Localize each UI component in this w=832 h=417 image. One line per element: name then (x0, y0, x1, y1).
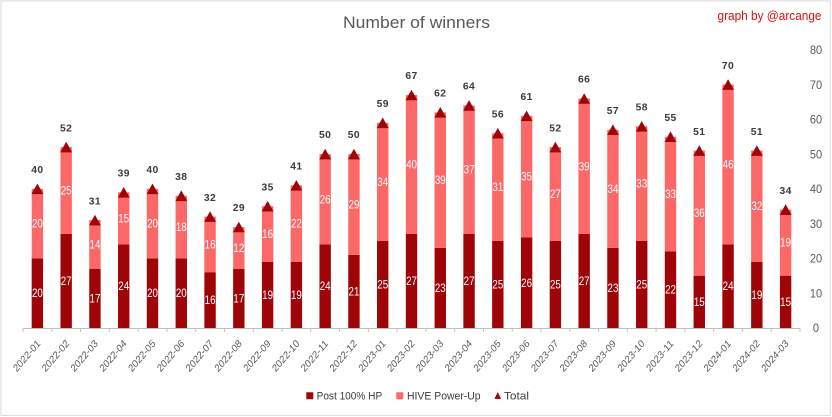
svg-text:58: 58 (636, 103, 648, 114)
svg-text:23: 23 (435, 282, 446, 295)
svg-text:25: 25 (550, 279, 561, 292)
svg-text:15: 15 (780, 296, 791, 309)
svg-text:50: 50 (348, 130, 360, 141)
svg-text:25: 25 (636, 279, 647, 292)
svg-text:66: 66 (578, 75, 590, 86)
svg-text:16: 16 (205, 295, 216, 308)
svg-text:29: 29 (349, 199, 360, 212)
svg-text:20: 20 (32, 288, 43, 301)
svg-text:20: 20 (147, 288, 158, 301)
svg-text:51: 51 (693, 127, 705, 138)
svg-text:24: 24 (118, 281, 129, 294)
svg-text:26: 26 (521, 277, 532, 290)
svg-text:61: 61 (520, 92, 532, 103)
svg-text:0: 0 (813, 323, 819, 335)
svg-text:18: 18 (176, 221, 187, 234)
svg-text:25: 25 (492, 279, 503, 292)
svg-text:27: 27 (464, 275, 475, 288)
svg-text:33: 33 (665, 188, 676, 201)
svg-text:40: 40 (31, 165, 43, 176)
svg-text:34: 34 (377, 176, 388, 189)
svg-text:36: 36 (694, 208, 705, 221)
svg-text:20: 20 (147, 218, 158, 231)
svg-text:62: 62 (434, 89, 446, 100)
svg-text:33: 33 (636, 178, 647, 191)
svg-text:graph by @arcange: graph by @arcange (718, 9, 822, 23)
svg-text:46: 46 (723, 159, 734, 172)
svg-text:56: 56 (492, 109, 504, 120)
svg-text:26: 26 (320, 194, 331, 207)
svg-text:27: 27 (550, 188, 561, 201)
svg-text:30: 30 (810, 219, 822, 231)
svg-text:21: 21 (349, 286, 360, 299)
svg-text:67: 67 (405, 71, 417, 82)
svg-text:59: 59 (377, 99, 389, 110)
svg-text:19: 19 (291, 289, 302, 302)
svg-text:Total: Total (504, 391, 529, 403)
svg-text:51: 51 (751, 127, 763, 138)
svg-text:25: 25 (377, 279, 388, 292)
svg-text:15: 15 (118, 213, 129, 226)
svg-text:27: 27 (579, 275, 590, 288)
svg-text:12: 12 (233, 242, 244, 255)
svg-text:HIVE Power-Up: HIVE Power-Up (407, 391, 481, 403)
svg-text:37: 37 (464, 164, 475, 177)
svg-text:19: 19 (780, 237, 791, 250)
svg-text:50: 50 (810, 149, 822, 161)
svg-text:32: 32 (204, 193, 216, 204)
svg-text:50: 50 (319, 130, 331, 141)
svg-text:20: 20 (810, 253, 822, 265)
svg-text:38: 38 (175, 172, 187, 183)
svg-text:29: 29 (233, 203, 245, 214)
svg-text:22: 22 (291, 218, 302, 231)
svg-text:32: 32 (751, 201, 762, 214)
svg-text:64: 64 (463, 82, 475, 93)
svg-text:52: 52 (549, 123, 561, 134)
svg-text:25: 25 (61, 185, 72, 198)
svg-text:27: 27 (406, 275, 417, 288)
svg-text:40: 40 (406, 159, 417, 172)
svg-text:14: 14 (90, 239, 101, 252)
svg-text:35: 35 (521, 171, 532, 184)
svg-text:34: 34 (608, 183, 619, 196)
svg-text:19: 19 (751, 289, 762, 302)
svg-text:31: 31 (492, 181, 503, 194)
svg-text:55: 55 (664, 113, 676, 124)
svg-text:Number of winners: Number of winners (343, 14, 490, 32)
svg-text:39: 39 (435, 175, 446, 188)
svg-text:23: 23 (608, 282, 619, 295)
svg-text:22: 22 (665, 284, 676, 297)
svg-text:17: 17 (233, 293, 244, 306)
svg-text:Post 100% HP: Post 100% HP (317, 391, 383, 403)
svg-text:20: 20 (176, 288, 187, 301)
svg-text:40: 40 (146, 165, 158, 176)
svg-text:39: 39 (118, 169, 130, 180)
svg-text:60: 60 (810, 114, 822, 126)
svg-text:41: 41 (290, 162, 302, 173)
svg-text:80: 80 (810, 45, 822, 57)
svg-text:24: 24 (723, 281, 734, 294)
svg-text:70: 70 (810, 80, 822, 92)
svg-text:19: 19 (262, 289, 273, 302)
svg-text:39: 39 (579, 161, 590, 174)
svg-text:40: 40 (810, 184, 822, 196)
svg-text:70: 70 (722, 61, 734, 72)
svg-text:57: 57 (607, 106, 619, 117)
svg-text:16: 16 (262, 228, 273, 241)
svg-text:52: 52 (60, 123, 72, 134)
svg-text:24: 24 (320, 281, 331, 294)
svg-text:20: 20 (32, 218, 43, 231)
svg-text:31: 31 (89, 196, 101, 207)
svg-text:15: 15 (694, 296, 705, 309)
svg-text:10: 10 (810, 288, 822, 300)
svg-text:16: 16 (205, 239, 216, 252)
svg-text:34: 34 (779, 186, 791, 197)
svg-text:17: 17 (90, 293, 101, 306)
svg-text:35: 35 (261, 182, 273, 193)
svg-text:27: 27 (61, 275, 72, 288)
